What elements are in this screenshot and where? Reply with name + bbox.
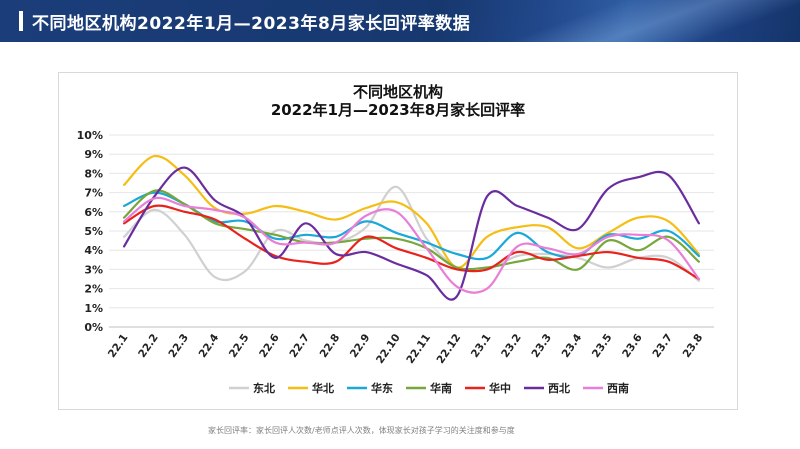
- legend: 东北 华北 华东 华南 华中 西北 西南: [229, 381, 629, 395]
- x-tick-label: 23.1: [469, 332, 494, 360]
- y-tick-label: 5%: [84, 225, 103, 238]
- y-tick-label: 1%: [84, 302, 103, 315]
- y-tick-label: 10%: [77, 129, 103, 142]
- banner-decoration: [480, 0, 800, 42]
- x-tick-label: 22.6: [257, 332, 282, 360]
- y-tick-label: 8%: [84, 167, 103, 180]
- series-lines: [123, 154, 700, 301]
- x-tick-label: 23.5: [590, 332, 615, 360]
- x-tick-label: 22.7: [287, 332, 312, 360]
- x-axis-ticks: 22.1 22.2 22.3 22.4 22.5 22.6 22.7 22.8 22.9 22.1…: [106, 332, 705, 366]
- x-tick-label: 22.2: [136, 332, 161, 360]
- header-banner: 不同地区机构2022年1月—2023年8月家长回评率数据: [0, 0, 800, 42]
- series-line-华中: [123, 204, 700, 281]
- legend-label: 西北: [548, 381, 570, 395]
- y-axis-ticks: 0% 1% 2% 3% 4% 5% 6% 7% 8% 9% 10%: [77, 129, 103, 334]
- line-chart: 0% 1% 2% 3% 4% 5% 6% 7% 8% 9% 10% 22.1 22.2 22.3 22.4…: [77, 129, 714, 395]
- y-tick-label: 9%: [84, 148, 103, 161]
- y-tick-label: 4%: [84, 244, 103, 257]
- x-tick-label: 22.12: [434, 332, 463, 366]
- series-line-西北: [123, 166, 700, 301]
- legend-label: 华中: [489, 381, 511, 395]
- x-tick-label: 22.9: [348, 332, 373, 360]
- series-line-西南: [123, 196, 700, 294]
- legend-label: 华北: [312, 381, 334, 395]
- y-tick-label: 7%: [84, 187, 103, 200]
- legend-label: 华南: [430, 381, 452, 395]
- x-tick-label: 22.3: [166, 332, 191, 360]
- x-tick-label: 22.10: [374, 332, 403, 366]
- x-tick-label: 23.4: [560, 332, 585, 360]
- y-tick-label: 3%: [84, 263, 103, 276]
- x-tick-label: 23.6: [620, 332, 645, 360]
- y-tick-label: 2%: [84, 283, 103, 296]
- footnote: 家长回评率：家长回评人次数/老师点评人次数，体现家长对孩子学习的关注度和参与度: [208, 426, 515, 435]
- chart-title-line1: 不同地区机构: [352, 83, 443, 101]
- legend-label: 西南: [607, 381, 629, 395]
- series-line-华南: [123, 189, 700, 271]
- legend-label: 东北: [253, 381, 275, 395]
- chart-panel: 不同地区机构 2022年1月—2023年8月家长回评率 0% 1% 2% 3% 4% 5%…: [58, 72, 738, 410]
- x-tick-label: 22.5: [227, 332, 252, 360]
- x-tick-label: 23.3: [529, 332, 554, 360]
- legend-label: 华东: [371, 381, 393, 395]
- x-tick-label: 22.1: [106, 332, 131, 360]
- x-tick-label: 23.8: [681, 332, 706, 360]
- x-tick-label: 22.11: [404, 332, 433, 366]
- y-tick-label: 0%: [84, 321, 103, 334]
- page-title: 不同地区机构2022年1月—2023年8月家长回评率数据: [32, 14, 471, 34]
- x-tick-label: 23.7: [650, 332, 675, 360]
- y-tick-label: 6%: [84, 206, 103, 219]
- chart-title-line2: 2022年1月—2023年8月家长回评率: [270, 101, 526, 119]
- gridlines: [109, 134, 714, 328]
- x-tick-label: 22.4: [197, 332, 222, 360]
- x-tick-label: 23.2: [499, 332, 524, 360]
- x-tick-label: 22.8: [318, 332, 343, 360]
- title-accent-bar: [19, 11, 23, 31]
